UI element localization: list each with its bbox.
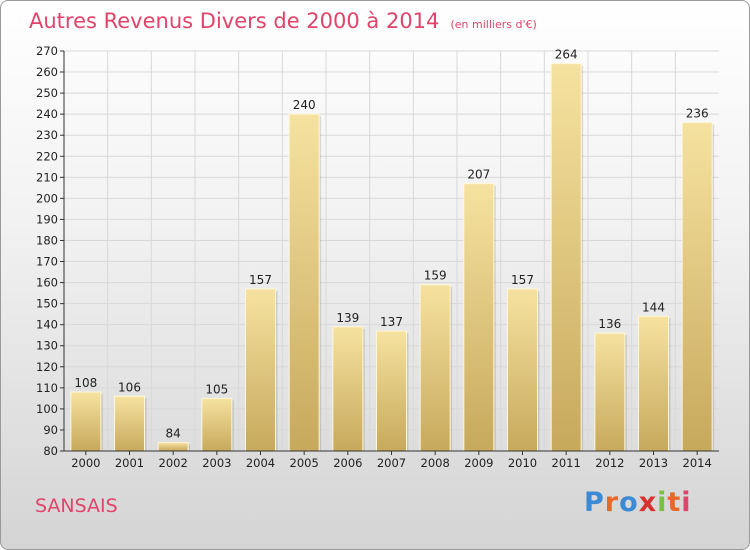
bar-value-label: 106 xyxy=(118,380,141,394)
bar-value-label: 157 xyxy=(249,273,272,287)
y-tick-label: 110 xyxy=(36,381,58,395)
x-tick-label: 2000 xyxy=(71,456,100,470)
bar xyxy=(157,442,189,452)
y-tick-label: 190 xyxy=(36,212,58,226)
bar xyxy=(463,183,495,452)
title-block: Autres Revenus Divers de 2000 à 2014 (en… xyxy=(29,9,537,33)
y-tick-label: 170 xyxy=(36,255,58,269)
bar xyxy=(70,391,102,452)
y-tick-label: 230 xyxy=(36,128,58,142)
y-tick-label: 250 xyxy=(36,86,58,100)
commune-name: SANSAIS xyxy=(35,495,118,517)
bar xyxy=(332,326,364,452)
bar-value-label: 105 xyxy=(205,382,228,396)
bar-value-label: 139 xyxy=(336,311,359,325)
logo-letter: o xyxy=(619,487,639,518)
bar-value-label: 240 xyxy=(293,98,316,112)
bar-value-label: 136 xyxy=(598,317,621,331)
y-tick-label: 130 xyxy=(36,339,58,353)
bar-value-label: 157 xyxy=(511,273,534,287)
bar xyxy=(201,397,233,452)
bar-value-label: 84 xyxy=(166,427,181,441)
x-tick-label: 2002 xyxy=(159,456,188,470)
bar xyxy=(681,122,713,452)
y-tick-label: 100 xyxy=(36,402,58,416)
bar xyxy=(594,332,626,452)
y-tick-label: 210 xyxy=(36,170,58,184)
logo-letter: x xyxy=(638,487,658,518)
x-tick-label: 2008 xyxy=(421,456,450,470)
y-tick-label: 270 xyxy=(36,44,58,58)
x-tick-label: 2004 xyxy=(246,456,275,470)
x-tick-label: 2014 xyxy=(683,456,712,470)
chart-unit: (en milliers d'€) xyxy=(450,18,537,31)
logo-letter: i xyxy=(657,487,668,518)
x-tick-label: 2012 xyxy=(595,456,624,470)
y-tick-label: 200 xyxy=(36,191,58,205)
bar xyxy=(550,63,582,452)
bars xyxy=(70,63,715,452)
y-tick-label: 80 xyxy=(43,444,58,458)
y-tick-label: 180 xyxy=(36,233,58,247)
x-tick-label: 2009 xyxy=(464,456,493,470)
bar xyxy=(245,288,276,452)
value-labels: 108 106 84 105 157 240 139 137 159 207 157 264 136 14… xyxy=(74,48,708,441)
y-tick-label: 160 xyxy=(36,276,58,290)
bar-value-label: 264 xyxy=(555,48,578,62)
x-tick-label: 2011 xyxy=(552,456,581,470)
x-tick-label: 2010 xyxy=(508,456,537,470)
y-tick-label: 120 xyxy=(36,360,58,374)
y-tick-label: 90 xyxy=(43,423,58,437)
bar xyxy=(376,330,407,452)
y-tick-label: 140 xyxy=(36,318,58,332)
bar-value-label: 236 xyxy=(686,107,709,121)
bar-value-label: 207 xyxy=(467,168,490,182)
bar-value-label: 137 xyxy=(380,315,403,329)
x-tick-label: 2005 xyxy=(290,456,319,470)
bar-value-label: 108 xyxy=(74,376,97,390)
bar xyxy=(638,315,669,452)
bar-value-label: 144 xyxy=(642,300,665,314)
bar xyxy=(114,395,145,452)
bar xyxy=(507,288,538,452)
bar-value-label: 159 xyxy=(424,269,447,283)
x-tick-label: 2001 xyxy=(115,456,144,470)
logo-letter: i xyxy=(681,487,692,518)
bar xyxy=(288,113,320,452)
y-tick-label: 220 xyxy=(36,149,58,163)
chart-title: Autres Revenus Divers de 2000 à 2014 xyxy=(29,9,440,33)
y-tick-label: 260 xyxy=(36,65,58,79)
x-tick-label: 2003 xyxy=(202,456,231,470)
logo-letter: P xyxy=(584,487,605,518)
logo-letter: t xyxy=(667,487,682,518)
bar xyxy=(419,284,451,452)
logo-letter: r xyxy=(604,487,620,518)
y-tick-label: 150 xyxy=(36,297,58,311)
proxiti-logo: Proxiti xyxy=(584,487,692,518)
axes: 8090100110120130140150160170180190200210… xyxy=(36,44,719,470)
x-tick-label: 2006 xyxy=(333,456,362,470)
y-tick-label: 240 xyxy=(36,107,58,121)
x-tick-label: 2007 xyxy=(377,456,406,470)
x-tick-label: 2013 xyxy=(639,456,668,470)
